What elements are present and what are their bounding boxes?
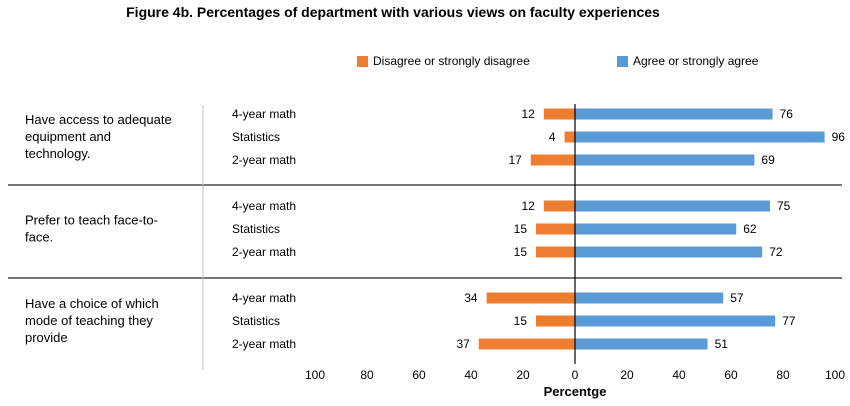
- value-labels: 12 76 4 96 17 69 12 75 15 62 15 72 34 57 15 77 37 51: [456, 107, 845, 351]
- group-label-line: technology.: [25, 146, 91, 161]
- row-label: Statistics: [232, 314, 280, 328]
- row-label: Statistics: [232, 222, 280, 236]
- value-label-agree: 62: [743, 222, 757, 236]
- bar-agree: [575, 246, 763, 258]
- group-label-line: face.: [25, 230, 53, 245]
- legend-swatch-disagree: [357, 56, 368, 67]
- bar-disagree: [543, 200, 575, 212]
- x-axis: 100 80 60 40 20 0 20 40 60 80 100: [305, 104, 845, 382]
- bar-agree: [575, 315, 776, 327]
- group-label-line: mode of teaching they: [25, 313, 153, 328]
- row-label: 4-year math: [232, 199, 296, 213]
- x-tick-label: 40: [464, 368, 478, 382]
- group-label-line: equipment and: [25, 129, 111, 144]
- bar-agree: [575, 200, 770, 212]
- x-tick-label: 80: [776, 368, 790, 382]
- bar-agree: [575, 108, 773, 120]
- chart-title: Figure 4b. Percentages of department wit…: [126, 4, 660, 20]
- group-label-line: Prefer to teach face-to-: [25, 213, 158, 228]
- value-label-agree: 76: [780, 107, 794, 121]
- bar-disagree: [536, 315, 575, 327]
- value-label-agree: 51: [715, 337, 729, 351]
- value-label-disagree: 15: [514, 245, 528, 259]
- x-tick-label: 20: [620, 368, 634, 382]
- value-label-disagree: 12: [521, 199, 535, 213]
- x-tick-label: 60: [412, 368, 426, 382]
- group-labels: Have access to adequate equipment and tech…: [25, 112, 172, 345]
- row-labels: 4-year math Statistics 2-year math 4-year m…: [232, 107, 296, 351]
- x-tick-label: 100: [825, 368, 845, 382]
- bar-agree: [575, 338, 708, 350]
- value-label-disagree: 34: [464, 291, 478, 305]
- value-label-disagree: 15: [514, 222, 528, 236]
- bar-disagree: [536, 246, 575, 258]
- group-label-line: provide: [25, 330, 68, 345]
- bars: [478, 108, 825, 350]
- group-label-line: Have access to adequate: [25, 112, 172, 127]
- x-tick-label: 80: [360, 368, 374, 382]
- group-dividers: [8, 105, 842, 370]
- value-label-disagree: 4: [549, 130, 556, 144]
- row-label: 4-year math: [232, 291, 296, 305]
- legend-swatch-agree: [617, 56, 628, 67]
- bar-agree: [575, 223, 737, 235]
- row-label: Statistics: [232, 130, 280, 144]
- row-label: 2-year math: [232, 337, 296, 351]
- value-label-agree: 77: [782, 314, 796, 328]
- value-label-disagree: 12: [521, 107, 535, 121]
- x-tick-label: 40: [672, 368, 686, 382]
- legend-label-disagree: Disagree or strongly disagree: [373, 54, 530, 68]
- bar-agree: [575, 292, 724, 304]
- x-tick-label: 100: [305, 368, 325, 382]
- x-axis-title: Percentge: [544, 384, 607, 399]
- bar-disagree: [564, 131, 575, 143]
- group-label-line: Have a choice of which: [25, 296, 159, 311]
- value-label-disagree: 37: [456, 337, 470, 351]
- bar-agree: [575, 131, 825, 143]
- value-label-agree: 96: [832, 130, 846, 144]
- bar-agree: [575, 154, 755, 166]
- legend-label-agree: Agree or strongly agree: [633, 54, 759, 68]
- x-tick-label: 0: [572, 368, 579, 382]
- legend: Disagree or strongly disagree Agree or s…: [357, 54, 759, 68]
- bar-disagree: [478, 338, 575, 350]
- x-tick-label: 60: [724, 368, 738, 382]
- row-label: 2-year math: [232, 153, 296, 167]
- value-label-disagree: 17: [508, 153, 522, 167]
- row-label: 4-year math: [232, 107, 296, 121]
- x-tick-label: 20: [516, 368, 530, 382]
- value-label-disagree: 15: [514, 314, 528, 328]
- value-label-agree: 57: [730, 291, 744, 305]
- value-label-agree: 72: [769, 245, 783, 259]
- row-label: 2-year math: [232, 245, 296, 259]
- bar-disagree: [543, 108, 575, 120]
- bar-disagree: [530, 154, 575, 166]
- bar-disagree: [486, 292, 575, 304]
- value-label-agree: 75: [777, 199, 791, 213]
- bar-disagree: [536, 223, 575, 235]
- value-label-agree: 69: [761, 153, 775, 167]
